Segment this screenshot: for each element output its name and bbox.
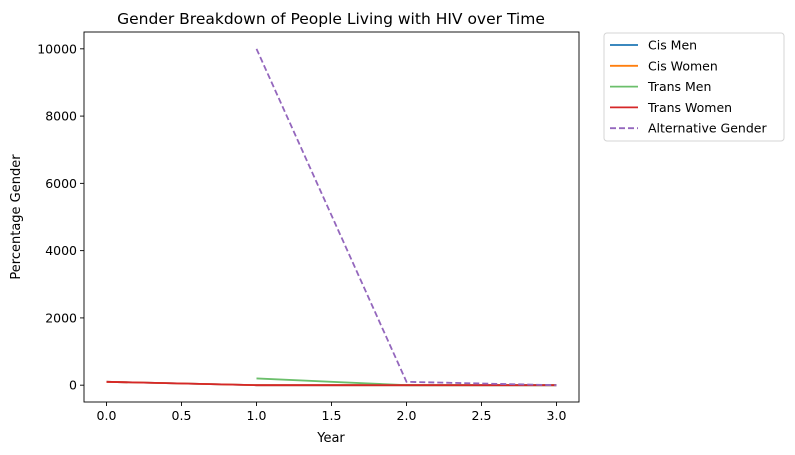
x-tick-label: 2.0 [397, 408, 417, 423]
series-line-3 [106, 380, 557, 387]
x-tick-label: 0.5 [172, 408, 192, 423]
legend-frame [603, 32, 785, 142]
y-tick-label: 8000 [45, 109, 77, 124]
legend-label-0: Cis Men [648, 38, 697, 53]
y-tick-label: 10000 [37, 41, 77, 56]
legend-label-1: Cis Women [648, 58, 718, 73]
x-tick-label: 1.0 [247, 408, 267, 423]
legend: Cis Men Cis Women Trans Men Trans Women Alte… [603, 32, 785, 142]
x-tick-label: 0.0 [97, 408, 117, 423]
x-tick-label: 3.0 [547, 408, 567, 423]
series-line-4 [255, 48, 557, 387]
y-axis-label: Percentage Gender [9, 154, 24, 280]
y-axis: 0 2000 4000 6000 8000 10000 [37, 41, 84, 393]
plot-area [106, 48, 557, 387]
y-tick-label: 6000 [45, 176, 77, 191]
y-tick-label: 2000 [45, 310, 77, 325]
y-tick-label: 4000 [45, 243, 77, 258]
chart-title: Gender Breakdown of People Living with H… [117, 10, 545, 28]
x-axis-label: Year [316, 431, 345, 446]
x-tick-label: 1.5 [322, 408, 342, 423]
legend-label-2: Trans Men [647, 79, 711, 94]
y-tick-label: 0 [69, 378, 77, 393]
legend-label-3: Trans Women [647, 100, 732, 115]
legend-label-4: Alternative Gender [648, 121, 767, 136]
x-tick-label: 2.5 [472, 408, 492, 423]
x-axis: 0.0 0.5 1.0 1.5 2.0 2.5 3.0 [97, 402, 567, 423]
